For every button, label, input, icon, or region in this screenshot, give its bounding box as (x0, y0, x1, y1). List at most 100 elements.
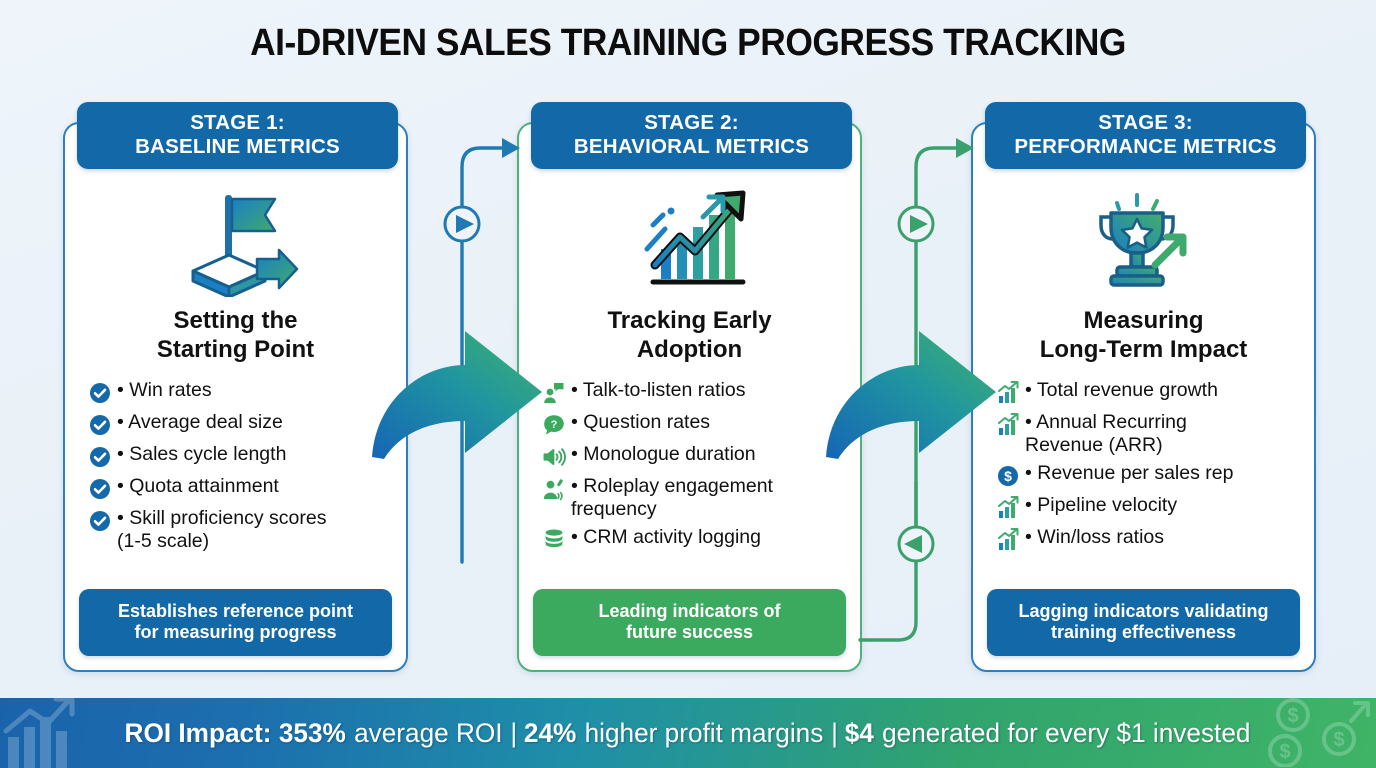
stage-3-header-line2: PERFORMANCE METRICS (1014, 134, 1277, 158)
list-item: • Sales cycle length (87, 443, 392, 470)
stage-transition-arrow-2 (824, 325, 999, 460)
stage-2-subtitle: Tracking Early Adoption (519, 307, 860, 365)
list-item-label: • Average deal size (117, 411, 283, 433)
list-item: • Monologue duration (541, 443, 846, 470)
list-item: ? • Question rates (541, 411, 846, 438)
roi-stat2-value: 24% (523, 717, 577, 748)
list-item-label: • Skill proficiency scores (1-5 scale) (117, 507, 327, 552)
list-item: • Pipeline velocity (995, 494, 1300, 521)
stage-2-footer-line2: future success (625, 622, 754, 643)
stage-2-header: STAGE 2: BEHAVIORAL METRICS (531, 102, 852, 169)
chart-growth-icon (995, 527, 1021, 553)
list-item: • Win/loss ratios (995, 526, 1300, 553)
stage-3-footer-line1: Lagging indicators validating (1018, 600, 1269, 621)
stage-1-header-line2: BASELINE METRICS (135, 134, 340, 158)
stage-2-footer-line1: Leading indicators of (598, 600, 781, 621)
stage-1-subtitle: Setting the Starting Point (65, 307, 406, 365)
roi-separator-2: | (831, 717, 838, 748)
stage-1-header-line1: STAGE 1: (190, 111, 285, 134)
flag-on-platform-with-arrow-icon (65, 184, 406, 299)
stage-3-footer: Lagging indicators validating training e… (987, 588, 1300, 656)
roi-impact-text: ROI Impact: 353% average ROI | 24% highe… (21, 698, 1356, 768)
svg-text:$: $ (1004, 468, 1012, 484)
check-circle-icon (87, 508, 113, 534)
chart-growth-icon (995, 412, 1021, 438)
bar-chart-icon (2, 698, 112, 768)
chart-growth-icon (995, 495, 1021, 521)
list-item-label: • Roleplay engagement frequency (571, 475, 773, 520)
stage-card-3: STAGE 3: PERFORMANCE METRICS Measuring L… (971, 102, 1316, 672)
stage-1-bullet-list: • Win rates • Average deal size • Sales … (87, 379, 392, 558)
list-item: • CRM activity logging (541, 526, 846, 553)
stage-1-subtitle-line2: Starting Point (156, 335, 315, 363)
list-item-label: • Sales cycle length (117, 443, 287, 465)
list-item-label: • Win/loss ratios (1025, 526, 1165, 548)
stage-3-header-line1: STAGE 3: (1098, 111, 1193, 134)
check-circle-icon (87, 444, 113, 470)
dollar-signs-icon: $ $ $ (1259, 698, 1374, 768)
list-item-label: • Question rates (571, 411, 711, 433)
database-icon (541, 527, 567, 553)
stage-card-1: STAGE 1: BASELINE METRICS Setting the St… (63, 102, 408, 672)
list-item: • Average deal size (87, 411, 392, 438)
stage-card-2: STAGE 2: BEHAVIORAL METRICS (517, 102, 862, 672)
stage-2-bullet-list: • Talk-to-listen ratios ? • Question rat… (541, 379, 846, 558)
stage-1-subtitle-line1: Setting the (173, 307, 298, 334)
roi-separator-1: | (510, 717, 518, 748)
roi-stat2-text: higher profit margins (584, 717, 824, 748)
list-item-label: • Total revenue growth (1025, 379, 1218, 401)
question-bubble-icon: ? (541, 412, 567, 438)
roi-label: ROI Impact: (124, 717, 272, 748)
stage-3-footer-line2: training effectiveness (1050, 622, 1237, 643)
stage-1-footer-line2: for measuring progress (134, 622, 337, 643)
stage-transition-arrow-1 (370, 325, 545, 460)
list-item: • Total revenue growth (995, 379, 1300, 406)
stage-3-header: STAGE 3: PERFORMANCE METRICS (985, 102, 1306, 169)
roi-stat3-text: generated for every $1 invested (882, 717, 1251, 748)
stage-2-subtitle-line2: Adoption (636, 335, 743, 363)
roi-stat1-value: 353% (278, 717, 346, 748)
list-item-label: • Annual Recurring Revenue (ARR) (1025, 411, 1187, 456)
growth-bar-chart-arrow-icon (519, 184, 860, 299)
person-microphone-icon (541, 476, 567, 502)
person-speech-bubble-icon (541, 380, 567, 406)
svg-text:?: ? (551, 419, 558, 431)
list-item-label: • Talk-to-listen ratios (571, 379, 746, 401)
list-item: • Quota attainment (87, 475, 392, 502)
roi-impact-banner: $ $ $ ROI Impact: 353% average ROI | 24%… (0, 698, 1376, 768)
list-item-label: • Revenue per sales rep (1025, 462, 1234, 484)
svg-text:$: $ (1279, 741, 1290, 763)
list-item-label: • CRM activity logging (571, 526, 761, 548)
chart-growth-icon (995, 380, 1021, 406)
check-circle-icon (87, 476, 113, 502)
stage-3-subtitle-line1: Measuring (1083, 307, 1204, 334)
list-item-label: • Win rates (117, 379, 212, 401)
stage-2-footer: Leading indicators of future success (533, 588, 846, 656)
roi-stat3-value: $4 (844, 717, 874, 748)
list-item-label: • Quota attainment (117, 475, 279, 497)
trophy-with-arrow-icon (973, 184, 1314, 299)
stage-3-bullet-list: • Total revenue growth • Annual Recurrin… (995, 379, 1300, 558)
list-item: • Win rates (87, 379, 392, 406)
speaker-volume-icon (541, 444, 567, 470)
list-item: • Annual Recurring Revenue (ARR) (995, 411, 1300, 457)
stage-3-subtitle-line2: Long-Term Impact (1039, 335, 1248, 363)
list-item: $ • Revenue per sales rep (995, 462, 1300, 489)
roi-stat1-text: average ROI (354, 717, 503, 748)
stage-2-subtitle-line1: Tracking Early (607, 307, 772, 334)
list-item-label: • Pipeline velocity (1025, 494, 1178, 516)
dollar-circle-icon: $ (995, 463, 1021, 489)
stage-1-footer-line1: Establishes reference point (117, 600, 354, 621)
list-item-label: • Monologue duration (571, 443, 756, 465)
stage-2-header-line2: BEHAVIORAL METRICS (573, 134, 810, 158)
list-item: • Skill proficiency scores (1-5 scale) (87, 507, 392, 553)
svg-text:$: $ (1333, 729, 1344, 751)
stage-2-header-line1: STAGE 2: (644, 111, 739, 134)
list-item: • Talk-to-listen ratios (541, 379, 846, 406)
stage-3-subtitle: Measuring Long-Term Impact (973, 307, 1314, 365)
page-title: AI-DRIVEN SALES TRAINING PROGRESS TRACKI… (250, 22, 1126, 64)
stage-1-footer: Establishes reference point for measurin… (79, 588, 392, 656)
check-circle-icon (87, 412, 113, 438)
stage-1-header: STAGE 1: BASELINE METRICS (77, 102, 398, 169)
check-circle-icon (87, 380, 113, 406)
